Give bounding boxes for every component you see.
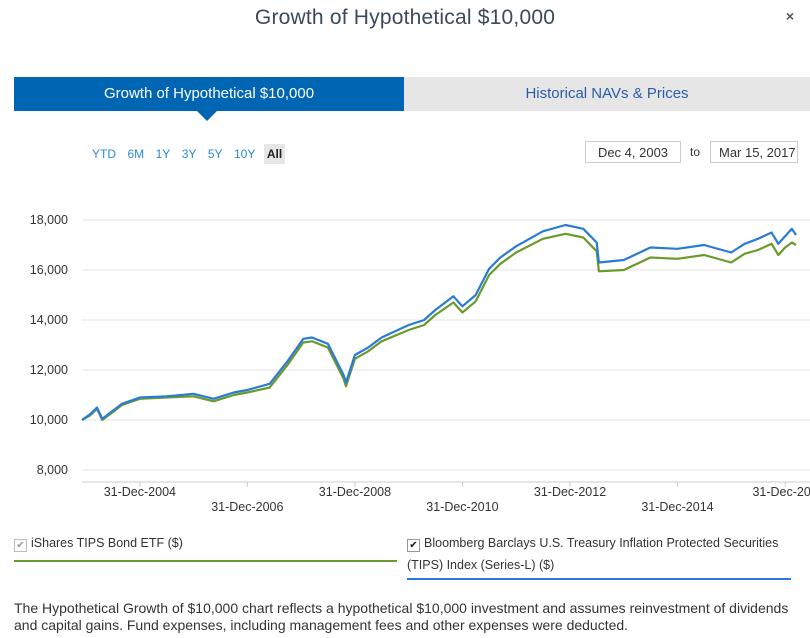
tab-bar: Growth of Hypothetical $10,000 Historica… <box>14 77 810 121</box>
x-tick-label: 31-Dec-2010 <box>426 500 498 514</box>
range-5y-button[interactable]: 5Y <box>207 147 223 161</box>
range-10y-button[interactable]: 10Y <box>234 147 256 161</box>
y-tick-label: 8,000 <box>37 463 68 477</box>
series-line-etf <box>81 232 797 422</box>
range-ytd-button[interactable]: YTD <box>92 147 116 161</box>
y-tick-label: 16,000 <box>30 263 68 277</box>
close-icon[interactable]: × <box>785 8 795 24</box>
modal-title: Growth of Hypothetical $10,000 <box>254 6 556 29</box>
range-6m-button[interactable]: 6M <box>127 147 145 161</box>
tab-growth[interactable]: Growth of Hypothetical $10,000 <box>14 77 404 121</box>
legend-item-etf[interactable]: ✔ iShares TIPS Bond ETF ($) <box>14 532 397 562</box>
y-tick-label: 12,000 <box>30 363 68 377</box>
range-all-button[interactable]: All <box>263 144 286 164</box>
checkbox-index[interactable]: ✔ <box>407 539 420 552</box>
legend-label-index: Bloomberg Barclays U.S. Treasury Inflati… <box>407 536 779 572</box>
x-tick-label: 31-Dec-2014 <box>641 500 713 514</box>
legend-item-index[interactable]: ✔ Bloomberg Barclays U.S. Treasury Inflat… <box>407 532 791 580</box>
range-1y-button[interactable]: 1Y <box>155 147 171 161</box>
y-tick-label: 10,000 <box>30 413 68 427</box>
end-date-input[interactable]: Mar 15, 2017 <box>710 141 798 163</box>
growth-chart: 8,000 10,000 12,000 14,000 16,000 18,000 31-De… <box>30 213 810 514</box>
range-selector: YTD 6M 1Y 3Y 5Y 10Y All <box>89 144 286 166</box>
legend-label-etf: iShares TIPS Bond ETF ($) <box>31 536 183 550</box>
date-separator: to <box>690 145 701 159</box>
start-date-input[interactable]: Dec 4, 2003 <box>585 141 681 163</box>
x-tick-label: 31-Dec-2012 <box>534 485 606 499</box>
x-tick-label: 31-Dec-2004 <box>104 485 176 499</box>
range-3y-button[interactable]: 3Y <box>181 147 197 161</box>
x-tick-label: 31-Dec-201 <box>752 485 810 499</box>
footnote: The Hypothetical Growth of $10,000 chart… <box>14 600 789 633</box>
y-tick-label: 14,000 <box>30 313 68 327</box>
series-line-index <box>81 223 797 421</box>
checkbox-etf[interactable]: ✔ <box>14 539 27 552</box>
x-tick-label: 31-Dec-2006 <box>211 500 283 514</box>
y-tick-label: 18,000 <box>30 213 68 227</box>
tab-historical-navs[interactable]: Historical NAVs & Prices <box>404 77 810 111</box>
x-tick-label: 31-Dec-2008 <box>319 485 391 499</box>
